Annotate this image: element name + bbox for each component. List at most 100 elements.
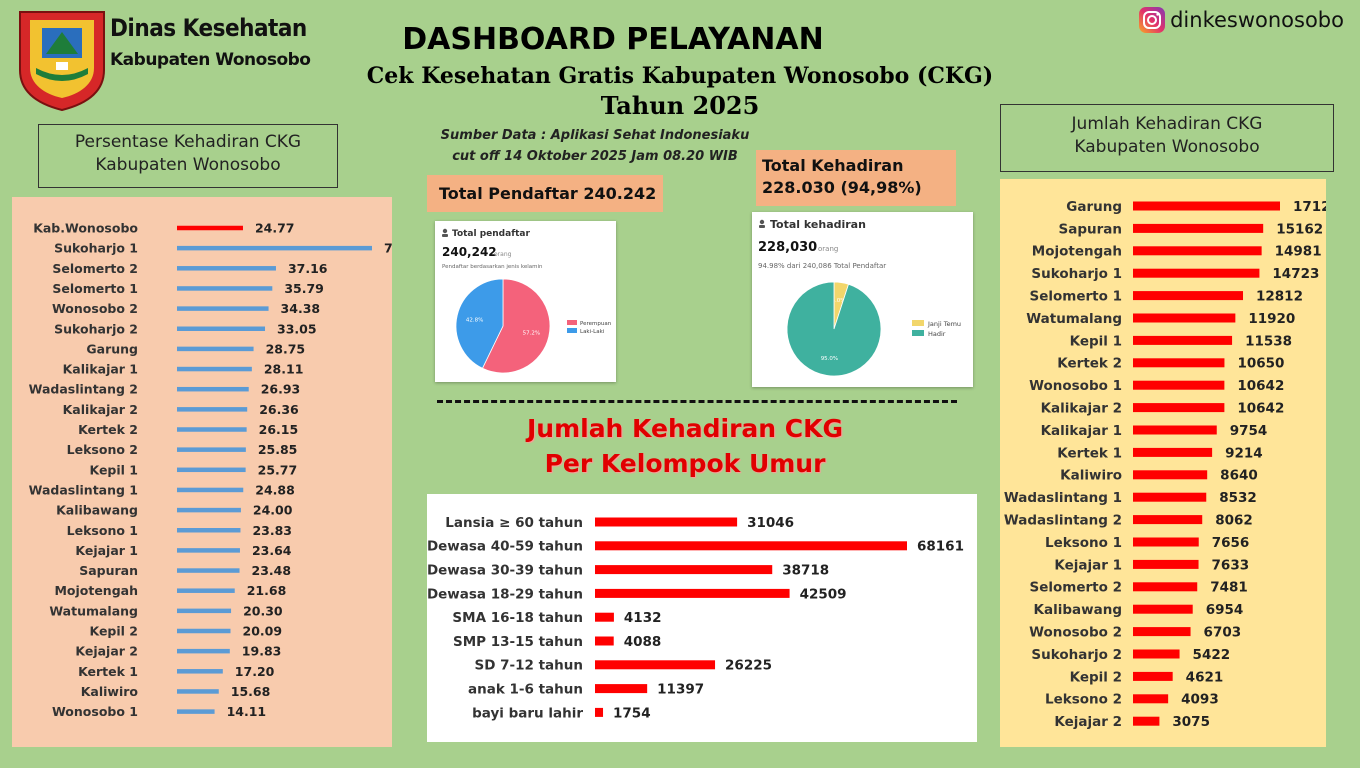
bar-value-selomerto-2: 7481 (1210, 580, 1248, 596)
bar-kertek-1 (1133, 447, 1213, 457)
bar-kepil-1 (1133, 335, 1233, 345)
bar-value-kab-wonosobo: 24.77 (255, 221, 295, 236)
bar-kalibawang (177, 507, 241, 513)
bar-value-selomerto-1: 35.79 (284, 281, 324, 296)
bar-value-wonosobo-2: 34.38 (281, 301, 321, 316)
legend-hadir: Hadir (928, 330, 946, 338)
bar-value-dewasa-30-39-tahun: 38718 (782, 562, 829, 578)
bar-label-wonosobo-2: Wonosobo 2 (52, 301, 138, 316)
bar-label-kepil-2: Kepil 2 (89, 624, 138, 639)
bar-value-leksono-2: 25.85 (258, 442, 298, 457)
bar-value-kertek-2: 26.15 (259, 422, 299, 437)
brand-region: Kabupaten Wonosobo (110, 50, 311, 70)
bar-garung (177, 346, 254, 352)
left-panel-title-line2: Kabupaten Wonosobo (95, 155, 281, 175)
bar-label-sapuran: Sapuran (1059, 221, 1123, 237)
bar-value-kertek-2: 10650 (1237, 356, 1284, 372)
page-title-text: DASHBOARD PELAYANAN (402, 22, 824, 57)
bar-value-kalikajar-2: 26.36 (259, 402, 299, 417)
bar-kejajar-2 (177, 648, 230, 654)
bar-label-selomerto-2: Selomerto 2 (52, 261, 138, 276)
bar-value-kertek-1: 9214 (1225, 445, 1263, 461)
bar-selomerto-2 (177, 266, 276, 271)
jumlah-kehadiran-chart-panel: Garung 17120 Sapuran 15162 Mojotengah 14981 Su… (1000, 179, 1340, 747)
bar-label-kertek-2: Kertek 2 (78, 422, 138, 437)
data-source-line1: Sumber Data : Aplikasi Sehat Indonesiaku (440, 128, 750, 143)
bar-label-selomerto-1: Selomerto 1 (52, 281, 138, 296)
bar-label-kalibawang: Kalibawang (1034, 602, 1122, 618)
bar-value-kepil-2: 4621 (1186, 669, 1224, 685)
bar-kaliwiro (177, 689, 219, 694)
pie-label-laki-laki: 42.8% (466, 317, 483, 323)
page-title: DASHBOARD PELAYANAN (0, 22, 1360, 57)
bar-label-bayi-baru-lahir: bayi baru lahir (472, 705, 583, 721)
legend-swatch-hadir (912, 330, 924, 336)
pendaftar-card: Total pendaftar 240,242 orang Pendaftar … (435, 221, 616, 382)
bar-bayi-baru-lahir (595, 707, 604, 717)
pendaftar-pie: 57.2% 42.8% (455, 278, 551, 374)
bar-lansia-60-tahun (595, 517, 738, 527)
bar-sd-7-12-tahun (595, 660, 716, 670)
bar-value-wonosobo-2: 6703 (1204, 624, 1242, 640)
bar-kalikajar-2 (1133, 403, 1225, 413)
legend-laki-laki: Laki-Laki (580, 329, 605, 335)
bar-sapuran (1133, 223, 1264, 233)
legend-swatch-perempuan (567, 320, 577, 325)
bar-kab-wonosobo (177, 225, 243, 231)
data-source-line2: cut off 14 Oktober 2025 Jam 08.20 WIB (452, 149, 738, 164)
pie-slice-hadir (786, 281, 882, 377)
bar-label-sapuran: Sapuran (79, 563, 138, 578)
bar-label-kepil-1: Kepil 1 (1070, 333, 1122, 349)
bar-value-kejajar-2: 19.83 (242, 644, 282, 659)
bar-value-watumalang: 11920 (1248, 311, 1295, 327)
bar-label-wadaslintang-1: Wadaslintang 1 (1004, 490, 1122, 506)
bar-kertek-2 (1133, 358, 1225, 368)
bar-wonosobo-1 (1133, 380, 1225, 390)
pie-slice-perempuan (481, 278, 551, 374)
bar-label-kertek-2: Kertek 2 (1057, 356, 1122, 372)
kelompok-umur-title-line1: Jumlah Kehadiran CKG (526, 414, 844, 443)
bar-value-mojotengah: 21.68 (247, 583, 287, 598)
bar-value-bayi-baru-lahir: 1754 (613, 705, 651, 721)
bar-value-kejajar-1: 7633 (1212, 557, 1250, 573)
bar-label-mojotengah: Mojotengah (1032, 244, 1122, 260)
bar-kalikajar-1 (1133, 425, 1217, 435)
legend-swatch-laki-laki (567, 328, 577, 333)
bar-value-sukoharjo-1: 73.22 (384, 241, 392, 256)
bar-kepil-2 (1133, 671, 1173, 681)
kehadiran-card-svg: Total kehadiran 228,030 orang 94.98% dar… (758, 218, 961, 377)
bar-watumalang (177, 608, 232, 614)
bar-value-kaliwiro: 15.68 (231, 684, 271, 699)
legend-swatch-janji-temu (912, 320, 924, 326)
bar-value-sukoharjo-2: 5422 (1193, 647, 1231, 663)
total-pendaftar-box: Total Pendaftar 240.242 (427, 175, 663, 212)
bar-value-garung: 17120 (1293, 199, 1326, 215)
kelompok-umur-title-line2: Per Kelompok Umur (544, 449, 826, 478)
brand-name: Dinas Kesehatan (110, 14, 307, 42)
bar-label-sukoharjo-2: Sukoharjo 2 (54, 321, 138, 336)
bar-value-kepil-1: 25.77 (258, 462, 298, 477)
bar-value-sd-7-12-tahun: 26225 (725, 658, 772, 674)
legend-perempuan: Perempuan (580, 321, 612, 327)
bar-value-watumalang: 20.30 (243, 603, 283, 618)
bar-label-watumalang: Watumalang (49, 603, 138, 618)
bar-value-wadaslintang-1: 8532 (1219, 490, 1257, 506)
right-panel-title-line2: Kabupaten Wonosobo (1074, 137, 1260, 157)
bar-label-dewasa-30-39-tahun: Dewasa 30-39 tahun (427, 562, 583, 578)
bar-value-garung: 28.75 (266, 341, 306, 356)
bar-label-wadaslintang-2: Wadaslintang 2 (1004, 512, 1122, 528)
bar-value-kalibawang: 6954 (1206, 602, 1244, 618)
bar-value-dewasa-18-29-tahun: 42509 (800, 586, 847, 602)
bar-value-leksono-1: 23.83 (252, 523, 292, 538)
bar-value-wadaslintang-2: 8062 (1215, 512, 1253, 528)
kehadiran-card-title: Total kehadiran (770, 218, 866, 231)
bar-wonosobo-2 (1133, 627, 1191, 637)
bar-sukoharjo-1 (1133, 268, 1260, 278)
pie-slice-laki-laki (455, 278, 504, 369)
bar-value-leksono-2: 4093 (1181, 692, 1219, 708)
bar-selomerto-1 (1133, 291, 1244, 301)
bar-value-sukoharjo-1: 14723 (1272, 266, 1319, 282)
bar-kepil-2 (177, 628, 231, 634)
bar-leksono-1 (177, 528, 241, 533)
bar-leksono-2 (177, 447, 246, 452)
